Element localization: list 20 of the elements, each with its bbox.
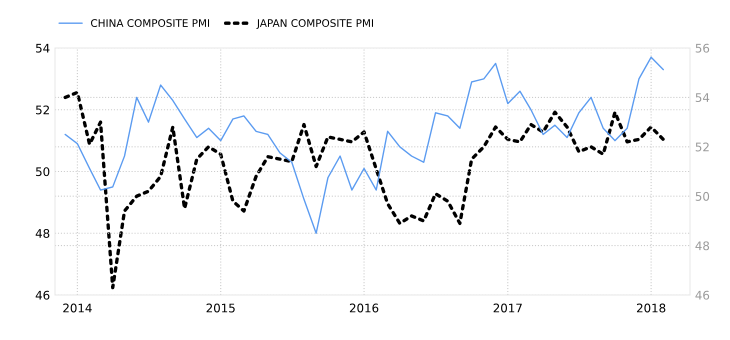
legend-label: JAPAN COMPOSITE PMI: [256, 19, 373, 29]
y-tick-label: 52: [36, 105, 49, 114]
legend-label: CHINA COMPOSITE PMI: [91, 19, 210, 27]
y2-tick-label: 48: [695, 241, 710, 250]
x-tick-label: 2018: [636, 304, 666, 312]
y-tick-label: 46: [36, 290, 50, 300]
y-tick-label: 50: [36, 167, 50, 176]
x-tick-label: 2014: [63, 304, 92, 312]
line-series: [64, 90, 665, 290]
y2-tick-label: 54: [696, 93, 710, 102]
y2-tick-label: 52: [696, 142, 709, 152]
y2-tick-label: 56: [696, 44, 710, 53]
y2-tick-label: 50: [696, 192, 710, 201]
x-tick-label: 2016: [350, 304, 378, 312]
y-tick-label: 48: [36, 228, 50, 238]
y-tick-label: 54: [36, 44, 50, 53]
y2-tick-label: 46: [695, 290, 710, 300]
x-tick-label: 2017: [494, 304, 522, 312]
line-series: [64, 56, 664, 234]
x-tick-label: 2015: [206, 304, 235, 312]
